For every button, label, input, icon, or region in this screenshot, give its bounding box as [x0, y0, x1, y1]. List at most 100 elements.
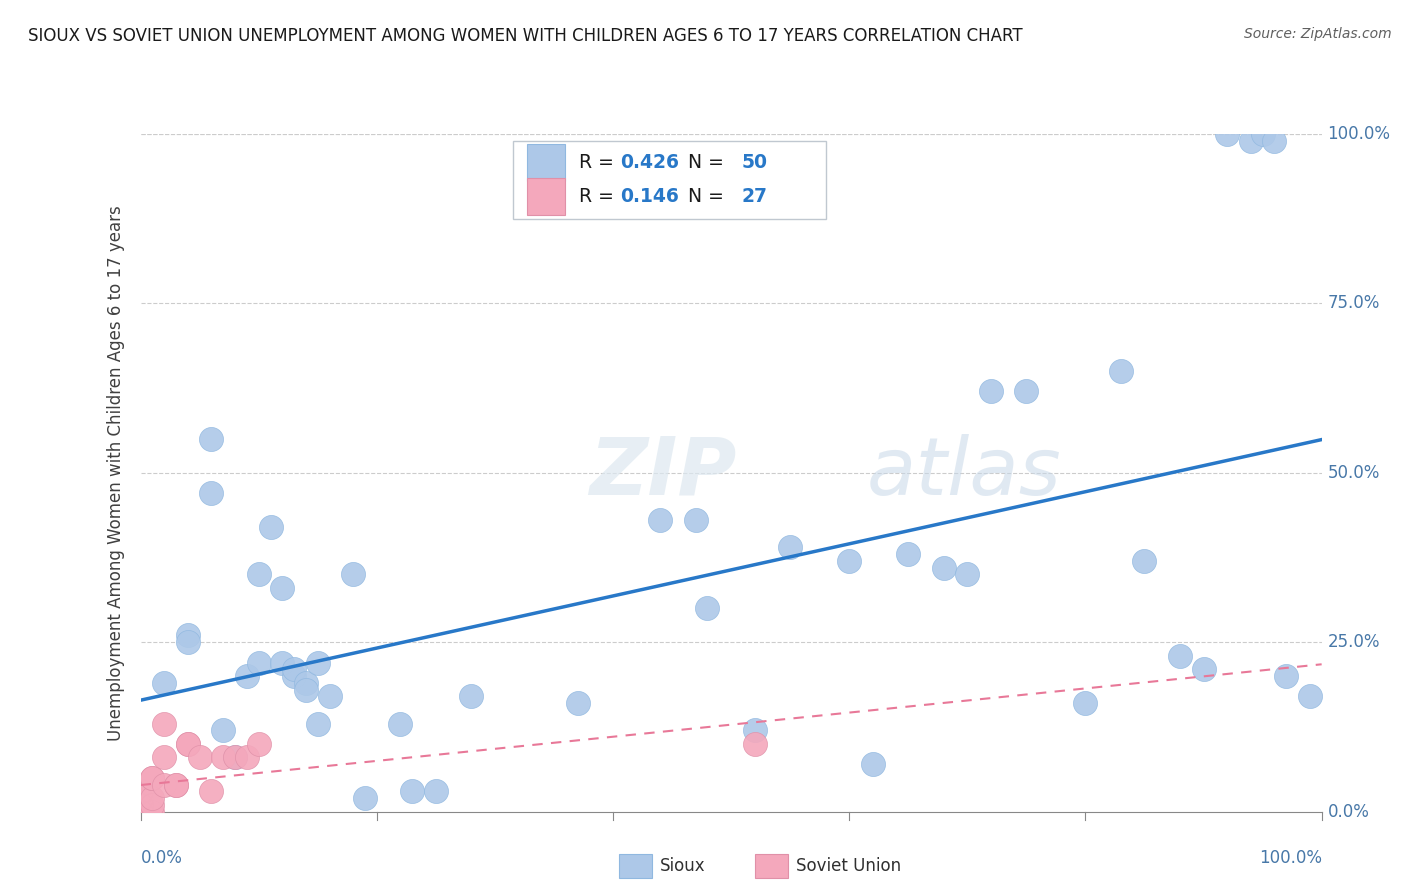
Point	[318, 690, 340, 704]
Text: 0.0%: 0.0%	[141, 849, 183, 867]
Text: SIOUX VS SOVIET UNION UNEMPLOYMENT AMONG WOMEN WITH CHILDREN AGES 6 TO 17 YEARS : SIOUX VS SOVIET UNION UNEMPLOYMENT AMONG…	[28, 27, 1022, 45]
Point	[200, 432, 222, 446]
Point	[307, 716, 329, 731]
Point	[247, 567, 270, 582]
Point	[897, 547, 920, 561]
Point	[744, 737, 766, 751]
FancyBboxPatch shape	[619, 854, 652, 878]
Point	[177, 737, 200, 751]
Y-axis label: Unemployment Among Women with Children Ages 6 to 17 years: Unemployment Among Women with Children A…	[107, 205, 125, 740]
FancyBboxPatch shape	[755, 854, 787, 878]
Point	[165, 778, 187, 792]
Point	[685, 513, 707, 527]
Point	[200, 486, 222, 500]
Text: 50.0%: 50.0%	[1327, 464, 1379, 482]
Point	[153, 676, 176, 690]
Point	[307, 656, 329, 670]
Point	[212, 723, 235, 738]
Point	[744, 723, 766, 738]
Point	[141, 771, 163, 785]
Point	[696, 601, 718, 615]
Text: 100.0%: 100.0%	[1327, 125, 1391, 143]
Point	[224, 750, 246, 764]
Point	[295, 682, 318, 697]
Point	[141, 797, 163, 812]
Text: 75.0%: 75.0%	[1327, 294, 1379, 312]
Point	[141, 805, 163, 819]
Point	[567, 696, 589, 710]
Point	[129, 805, 152, 819]
Point	[460, 690, 482, 704]
Point	[236, 669, 259, 683]
Point	[177, 635, 200, 649]
Point	[1015, 384, 1038, 399]
Point	[1192, 662, 1215, 676]
Text: 50: 50	[742, 153, 768, 172]
Point	[188, 750, 211, 764]
Point	[212, 750, 235, 764]
Point	[1275, 669, 1298, 683]
FancyBboxPatch shape	[527, 178, 565, 215]
Point	[401, 784, 423, 798]
Point	[1216, 127, 1239, 141]
Text: ZIP: ZIP	[589, 434, 737, 512]
Point	[838, 554, 860, 568]
Point	[129, 791, 152, 805]
Point	[779, 541, 801, 555]
Point	[177, 628, 200, 642]
Point	[153, 750, 176, 764]
FancyBboxPatch shape	[513, 141, 825, 219]
Point	[177, 737, 200, 751]
Point	[425, 784, 447, 798]
Point	[200, 784, 222, 798]
Point	[129, 797, 152, 812]
Point	[129, 805, 152, 819]
Point	[259, 520, 281, 534]
Text: 100.0%: 100.0%	[1258, 849, 1322, 867]
FancyBboxPatch shape	[527, 144, 565, 181]
Point	[980, 384, 1002, 399]
Text: 25.0%: 25.0%	[1327, 633, 1381, 651]
Text: 0.426: 0.426	[620, 153, 679, 172]
Point	[153, 716, 176, 731]
Point	[932, 560, 955, 574]
Text: 0.0%: 0.0%	[1327, 803, 1369, 821]
Point	[650, 513, 672, 527]
Text: N =: N =	[676, 187, 730, 206]
Point	[129, 805, 152, 819]
Point	[295, 676, 318, 690]
Point	[129, 784, 152, 798]
Point	[271, 656, 294, 670]
Text: 27: 27	[742, 187, 768, 206]
Point	[862, 757, 884, 772]
Point	[1240, 134, 1263, 148]
Text: Soviet Union: Soviet Union	[796, 857, 901, 875]
Point	[1074, 696, 1097, 710]
Text: Source: ZipAtlas.com: Source: ZipAtlas.com	[1244, 27, 1392, 41]
Point	[1168, 648, 1191, 663]
Point	[141, 791, 163, 805]
Point	[283, 662, 305, 676]
Point	[153, 778, 176, 792]
Point	[956, 567, 979, 582]
Text: R =: R =	[579, 153, 620, 172]
Point	[224, 750, 246, 764]
Point	[129, 797, 152, 812]
Text: 0.146: 0.146	[620, 187, 679, 206]
Point	[271, 581, 294, 595]
Point	[165, 778, 187, 792]
Point	[342, 567, 364, 582]
Point	[354, 791, 377, 805]
Point	[129, 805, 152, 819]
Point	[1251, 127, 1274, 141]
Point	[1109, 364, 1132, 378]
Text: atlas: atlas	[868, 434, 1062, 512]
Point	[389, 716, 412, 731]
Text: N =: N =	[676, 153, 730, 172]
Point	[247, 656, 270, 670]
Point	[1263, 134, 1285, 148]
Point	[1133, 554, 1156, 568]
Point	[141, 771, 163, 785]
Text: Sioux: Sioux	[661, 857, 706, 875]
Point	[236, 750, 259, 764]
